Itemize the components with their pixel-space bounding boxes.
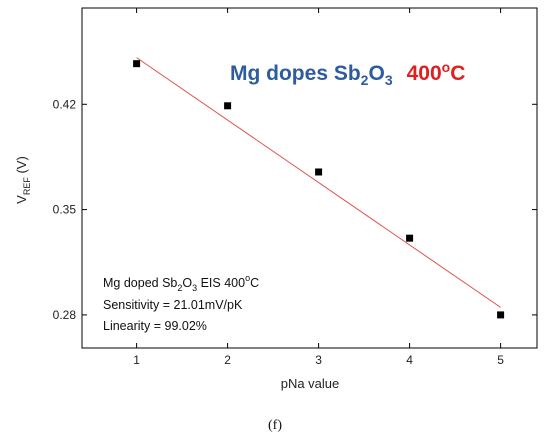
data-point: [406, 234, 414, 242]
y-tick-label: 0.35: [53, 203, 77, 217]
x-axis-title: pNa value: [281, 376, 340, 391]
annotation-line-3: Linearity = 99.02%: [103, 319, 207, 333]
y-tick-label: 0.42: [53, 97, 77, 111]
x-tick-label: 5: [497, 353, 504, 367]
y-tick-label: 0.28: [53, 308, 77, 322]
data-point: [224, 102, 232, 110]
x-tick-label: 2: [224, 353, 231, 367]
x-tick-label: 4: [406, 353, 413, 367]
plot-frame: [81, 7, 538, 349]
data-points: [133, 60, 505, 319]
x-tick-label: 1: [133, 353, 140, 367]
y-ticks: 0.28 0.35 0.42: [53, 97, 537, 322]
annotation-line-2: Sensitivity = 21.01mV/pK: [103, 298, 243, 312]
chart-title: Mg dopes Sb2O3 400oC: [230, 59, 465, 88]
annotation-line-1: Mg doped Sb2O3 EIS 400oC: [103, 273, 259, 293]
data-point: [133, 60, 141, 68]
data-point: [315, 168, 323, 176]
x-ticks: 1 2 3 4 5: [133, 8, 504, 367]
x-tick-label: 3: [315, 353, 322, 367]
fit-line: [136, 57, 501, 308]
y-axis-title: VREF (V): [14, 156, 32, 204]
data-point: [497, 311, 505, 319]
figure-caption: (f): [268, 418, 282, 433]
